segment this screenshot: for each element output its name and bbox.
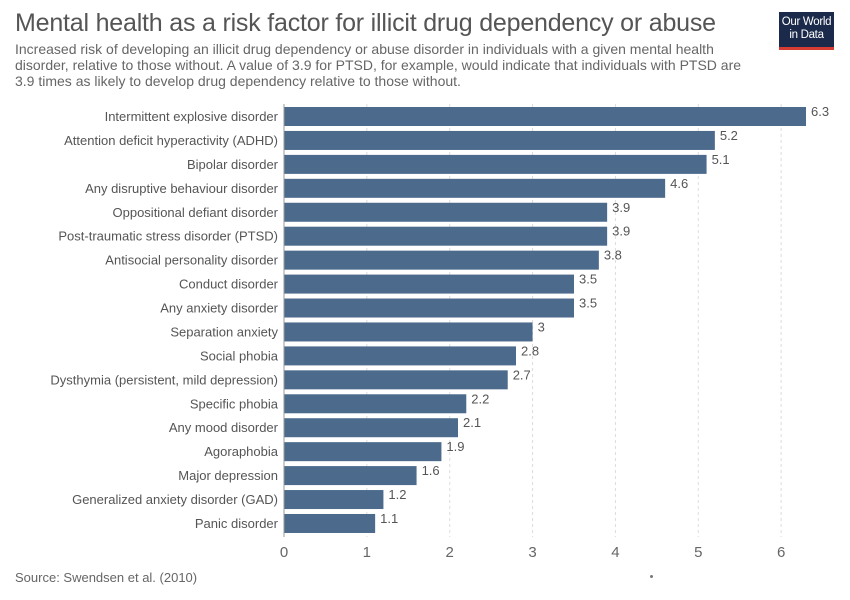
logo-line-1: Our World [781, 16, 832, 28]
value-label: 1.9 [446, 439, 464, 454]
category-label: Any mood disorder [169, 420, 279, 435]
chart-subtitle: Increased risk of developing an illicit … [15, 41, 742, 89]
category-label: Antisocial personality disorder [105, 253, 278, 268]
bar[interactable] [284, 107, 806, 126]
value-label: 5.2 [720, 128, 738, 143]
bar[interactable] [284, 250, 599, 270]
bar[interactable] [284, 442, 442, 462]
category-label: Conduct disorder [179, 277, 279, 292]
value-label: 2.7 [513, 367, 531, 382]
logo-line-2: in Data [789, 28, 824, 41]
bar[interactable] [284, 418, 458, 438]
bar[interactable] [284, 274, 574, 294]
category-label: Dysthymia (persistent, mild depression) [50, 372, 278, 387]
bar[interactable] [284, 513, 376, 533]
value-label: 1.2 [388, 487, 406, 502]
category-label: Any anxiety disorder [160, 301, 278, 316]
x-tick-label: 6 [777, 544, 785, 561]
bar[interactable] [284, 466, 417, 486]
x-tick-label: 1 [363, 544, 371, 561]
value-label: 1.1 [380, 511, 398, 526]
x-tick-label: 4 [611, 544, 619, 561]
bar[interactable] [284, 346, 516, 366]
bar[interactable] [284, 394, 467, 414]
category-label: Major depression [178, 468, 278, 483]
category-label: Separation anxiety [170, 324, 278, 339]
value-label: 3.8 [604, 248, 622, 263]
chart-title: Mental health as a risk factor for illic… [15, 9, 716, 37]
bar[interactable] [284, 178, 666, 198]
bar[interactable] [284, 130, 715, 150]
footer-dot [650, 575, 653, 578]
category-label: Bipolar disorder [187, 157, 279, 172]
value-label: 3.9 [612, 224, 630, 239]
x-tick-label: 5 [694, 544, 702, 561]
category-label: Social phobia [200, 348, 279, 363]
bar[interactable] [284, 226, 608, 246]
value-label: 3.5 [579, 272, 597, 287]
bar[interactable] [284, 490, 384, 510]
x-tick-label: 2 [446, 544, 454, 561]
category-label: Attention deficit hyperactivity (ADHD) [64, 133, 278, 148]
category-label: Generalized anxiety disorder (GAD) [72, 492, 278, 507]
category-label: Specific phobia [190, 396, 279, 411]
value-label: 3.5 [579, 296, 597, 311]
x-tick-label: 3 [528, 544, 536, 561]
bar[interactable] [284, 298, 574, 318]
value-label: 2.8 [521, 343, 539, 358]
category-label: Agoraphobia [204, 444, 278, 459]
bar[interactable] [284, 370, 508, 390]
bar[interactable] [284, 154, 707, 174]
value-label: 5.1 [712, 152, 730, 167]
value-label: 3 [538, 319, 545, 334]
category-label: Intermittent explosive disorder [105, 109, 279, 124]
category-label: Oppositional defiant disorder [113, 205, 279, 220]
value-label: 1.6 [422, 463, 440, 478]
category-label: Post-traumatic stress disorder (PTSD) [58, 229, 278, 244]
source-note: Source: Swendsen et al. (2010) [15, 570, 198, 585]
bar[interactable] [284, 202, 608, 222]
value-label: 3.9 [612, 200, 630, 215]
value-label: 4.6 [670, 176, 688, 191]
x-tick-label: 0 [280, 544, 288, 561]
category-label: Panic disorder [195, 516, 279, 531]
value-label: 2.2 [471, 391, 489, 406]
bar[interactable] [284, 322, 533, 342]
value-label: 2.1 [463, 415, 481, 430]
value-label: 6.3 [811, 104, 829, 119]
category-label: Any disruptive behaviour disorder [85, 181, 279, 196]
owid-logo[interactable]: Our World in Data [779, 12, 834, 50]
